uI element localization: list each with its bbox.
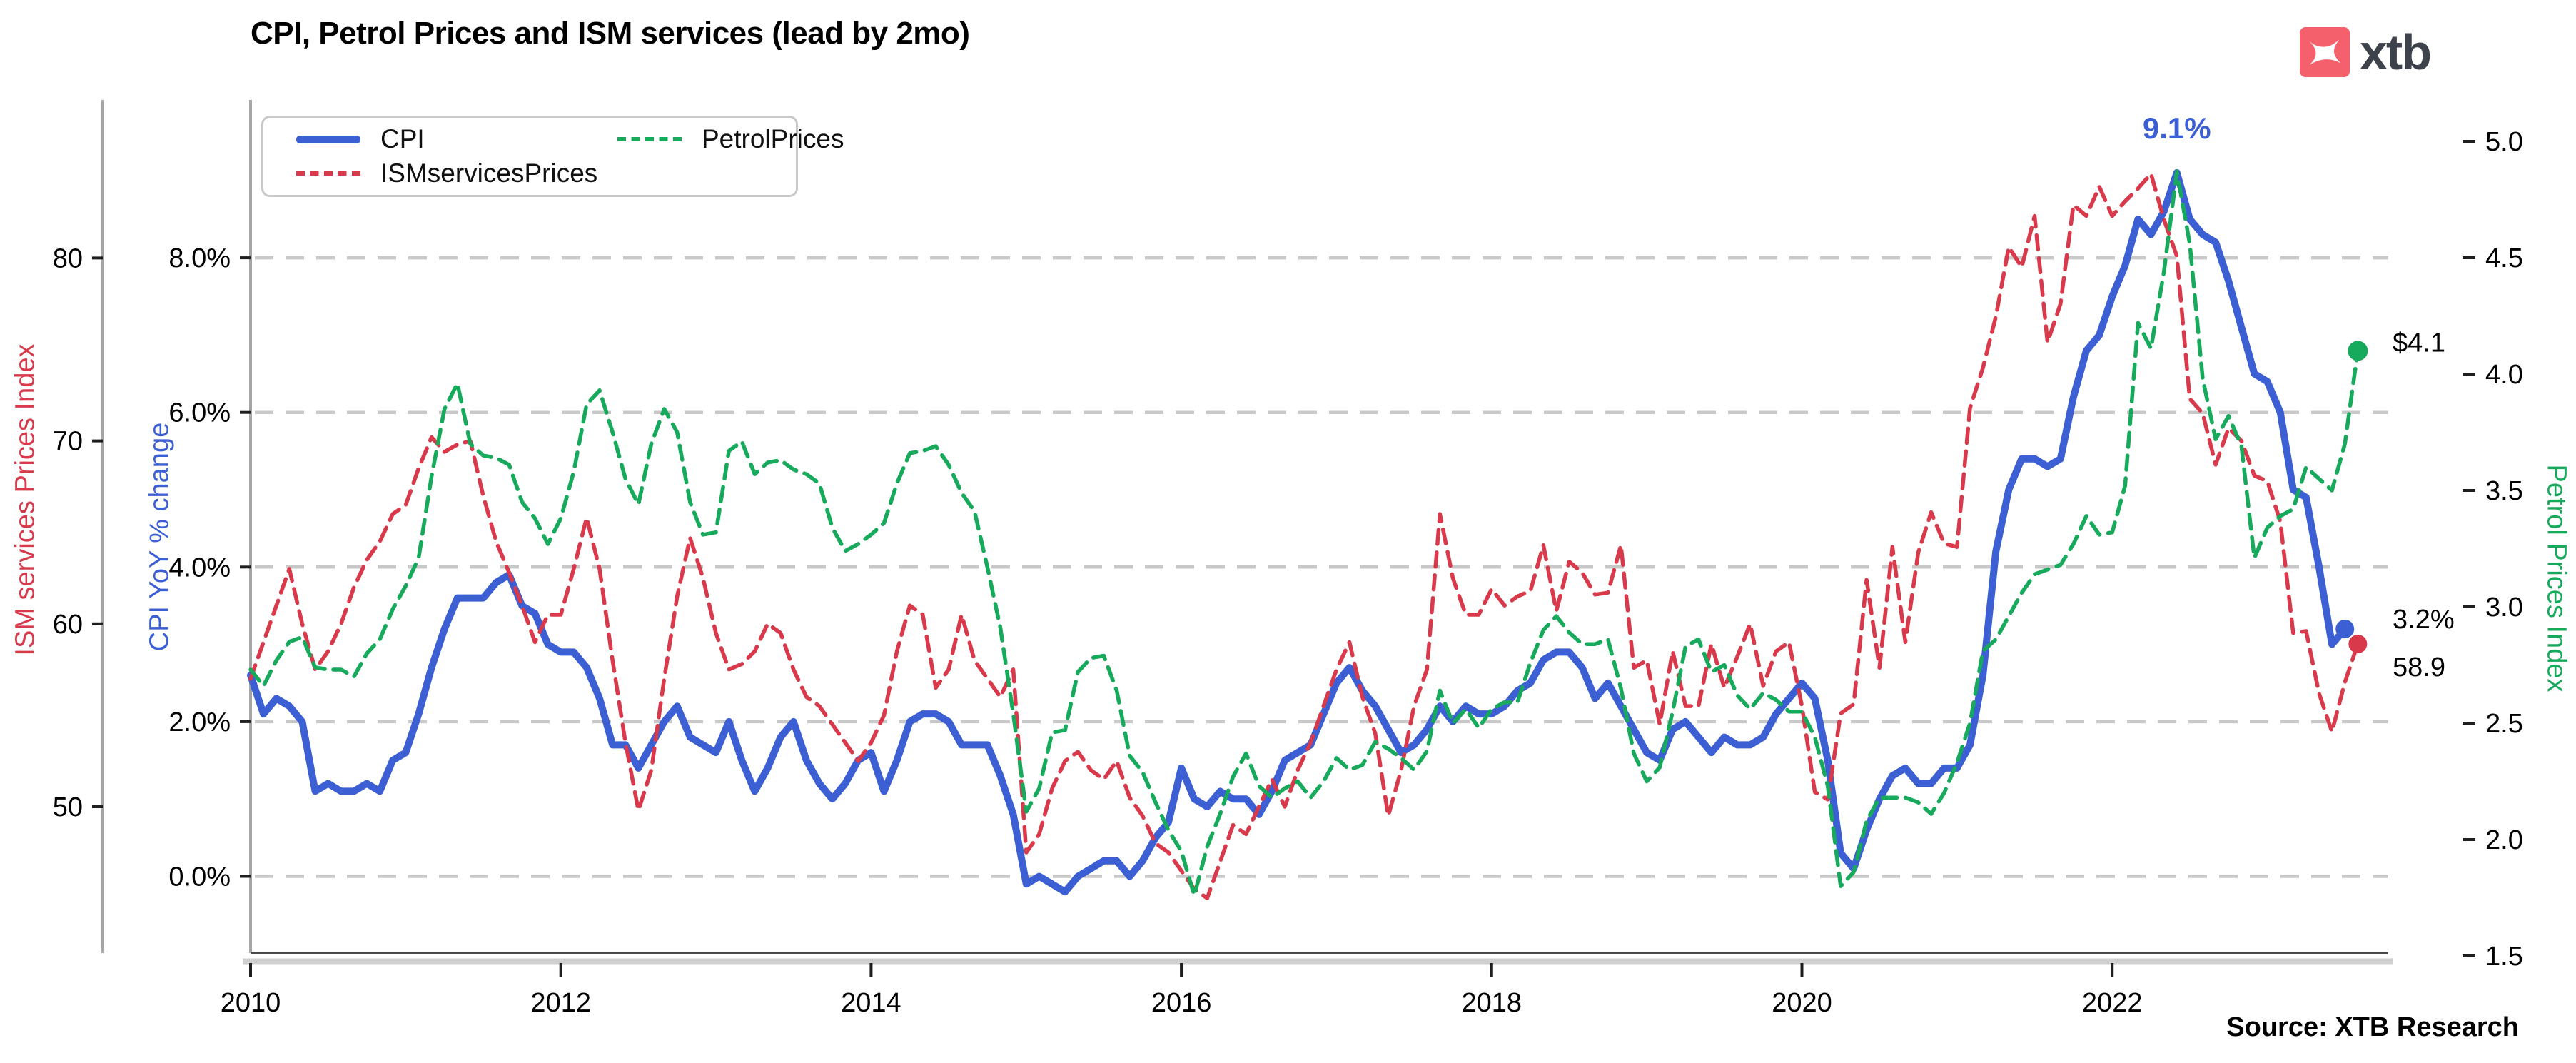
legend-item-cpi: CPI <box>296 124 617 154</box>
tick-label: 2016 <box>1151 988 1212 1018</box>
ism-line-swatch <box>296 171 360 176</box>
tick-label: 2.5 <box>2485 709 2523 739</box>
legend-item-ism: ISMservicesPrices <box>296 158 617 188</box>
tick-label: 3.5 <box>2485 476 2523 506</box>
source-note: Source: XTB Research <box>2226 1012 2519 1042</box>
tick-label: 4.5 <box>2485 243 2523 273</box>
cpi-line <box>247 169 2349 896</box>
tick-label: 6.0% <box>168 398 231 428</box>
cpi-peak-annotation: 9.1% <box>2143 111 2211 145</box>
ismservicesprices-line <box>248 171 2360 900</box>
cpi-line-swatch <box>296 135 360 143</box>
cpi-end-annotation: 3.2% <box>2393 605 2455 635</box>
tick-label: 5.0 <box>2485 127 2523 157</box>
tick-label: 4.0% <box>168 553 231 583</box>
tick-label: 2018 <box>1462 988 1522 1018</box>
tick-label: 2010 <box>221 988 281 1018</box>
ism-axis-title: ISM services Prices Index <box>10 343 41 656</box>
tick-label: 2020 <box>1772 988 1832 1018</box>
xtb-bird-icon <box>2308 39 2341 65</box>
petrol-end-annotation: $4.1 <box>2393 328 2445 358</box>
petrol-line-swatch <box>617 137 682 141</box>
cpi-end-dot <box>2335 619 2355 638</box>
legend: CPI PetrolPrices ISMservicesPrices <box>261 116 844 197</box>
tick-label: 2014 <box>841 988 901 1018</box>
xtb-logo-mark <box>2300 27 2350 77</box>
cpi-axis-title: CPI YoY % change <box>144 422 175 652</box>
tick-label: 70 <box>53 427 83 457</box>
ismservicesprices-end-dot <box>2348 634 2368 653</box>
legend-label-ism: ISMservicesPrices <box>380 158 598 188</box>
tick-label: 1.5 <box>2485 942 2523 972</box>
tick-label: 2022 <box>2082 988 2143 1018</box>
petrolprices-end-dot <box>2348 341 2368 361</box>
petrol-axis-title: Petrol Prices Index <box>2541 464 2572 692</box>
xtb-logo: xtb <box>2300 24 2432 80</box>
xtb-logo-text: xtb <box>2360 24 2432 80</box>
petrolprices-line <box>248 169 2360 897</box>
tick-label: 50 <box>53 792 83 822</box>
tick-label: 2.0% <box>168 707 231 737</box>
ism-end-annotation: 58.9 <box>2393 653 2445 682</box>
legend-label-cpi: CPI <box>380 124 425 153</box>
tick-label: 8.0% <box>168 243 231 273</box>
tick-label: 4.0 <box>2485 360 2523 390</box>
tick-label: 80 <box>53 243 83 273</box>
tick-label: 2.0 <box>2485 825 2523 855</box>
legend-item-petrol: PetrolPrices <box>617 124 844 154</box>
tick-label: 3.0 <box>2485 593 2523 623</box>
tick-label: 2012 <box>530 988 591 1018</box>
tick-label: 0.0% <box>168 862 231 892</box>
legend-label-petrol: PetrolPrices <box>702 124 844 153</box>
chart-title: CPI, Petrol Prices and ISM services (lea… <box>251 16 970 51</box>
tick-label: 60 <box>53 610 83 640</box>
